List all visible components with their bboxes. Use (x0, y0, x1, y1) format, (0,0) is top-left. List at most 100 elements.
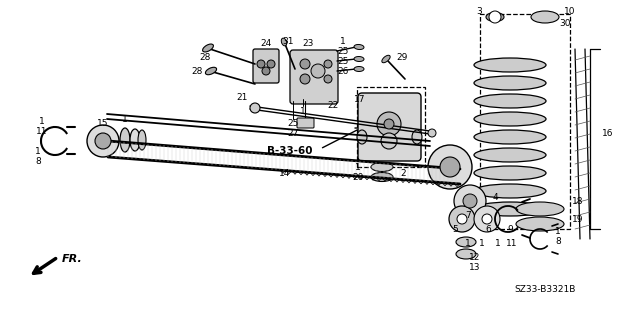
Text: FR.: FR. (62, 254, 83, 264)
Text: 8: 8 (35, 157, 41, 166)
Ellipse shape (412, 130, 422, 144)
Circle shape (457, 214, 467, 224)
Ellipse shape (130, 129, 140, 151)
Circle shape (250, 103, 260, 113)
Text: 3: 3 (476, 6, 482, 16)
Text: 11: 11 (36, 127, 48, 136)
FancyBboxPatch shape (297, 118, 314, 128)
Text: 4: 4 (492, 192, 498, 202)
Text: 1: 1 (340, 36, 346, 46)
Ellipse shape (474, 184, 546, 198)
Ellipse shape (205, 67, 216, 75)
Text: B-33-60: B-33-60 (268, 146, 313, 156)
Circle shape (377, 112, 401, 136)
Ellipse shape (474, 112, 546, 126)
Ellipse shape (531, 11, 559, 23)
Ellipse shape (474, 148, 546, 162)
Circle shape (311, 64, 325, 78)
Ellipse shape (354, 56, 364, 62)
Text: 28: 28 (191, 66, 203, 76)
Circle shape (463, 194, 477, 208)
Text: 1: 1 (355, 162, 361, 172)
Text: 28: 28 (199, 53, 211, 62)
Circle shape (381, 133, 397, 149)
Text: 17: 17 (355, 94, 365, 103)
Circle shape (474, 206, 500, 232)
Ellipse shape (486, 12, 504, 21)
Text: 25: 25 (337, 56, 349, 65)
Bar (480, 14, 570, 229)
Ellipse shape (357, 130, 367, 144)
Ellipse shape (474, 58, 546, 72)
Circle shape (324, 75, 332, 83)
Text: 7: 7 (465, 211, 471, 219)
Ellipse shape (474, 202, 546, 216)
Text: 1: 1 (39, 117, 45, 127)
Text: 20: 20 (352, 173, 364, 182)
Circle shape (440, 157, 460, 177)
FancyBboxPatch shape (253, 49, 279, 83)
Text: 1: 1 (122, 115, 128, 123)
Circle shape (257, 60, 265, 68)
Text: 1: 1 (495, 239, 501, 248)
Ellipse shape (474, 166, 546, 180)
Text: 19: 19 (572, 214, 584, 224)
Text: 31: 31 (282, 36, 294, 46)
Text: 10: 10 (564, 6, 576, 16)
Ellipse shape (456, 237, 476, 247)
Ellipse shape (382, 55, 390, 63)
Text: 26: 26 (337, 66, 349, 76)
Text: 21: 21 (236, 93, 248, 101)
FancyBboxPatch shape (358, 93, 421, 161)
Circle shape (454, 185, 486, 217)
Circle shape (300, 59, 310, 69)
Circle shape (428, 129, 436, 137)
Ellipse shape (354, 44, 364, 49)
Circle shape (482, 214, 492, 224)
Text: 16: 16 (602, 130, 614, 138)
Text: 9: 9 (507, 225, 513, 234)
Bar (357, 87, 425, 167)
Text: 27: 27 (287, 129, 299, 137)
Ellipse shape (456, 249, 476, 259)
Ellipse shape (474, 76, 546, 90)
Ellipse shape (138, 130, 146, 150)
Text: 24: 24 (260, 40, 271, 48)
Circle shape (384, 119, 394, 129)
Ellipse shape (474, 94, 546, 108)
Ellipse shape (516, 202, 564, 216)
Text: 1: 1 (35, 146, 41, 155)
Text: 22: 22 (328, 101, 339, 110)
Text: 15: 15 (97, 118, 109, 128)
Circle shape (324, 60, 332, 68)
Text: 11: 11 (506, 239, 518, 248)
Ellipse shape (516, 217, 564, 231)
Text: 1: 1 (555, 226, 561, 235)
Circle shape (300, 74, 310, 84)
Circle shape (449, 206, 475, 232)
Text: 18: 18 (572, 197, 584, 205)
Text: 12: 12 (469, 253, 481, 262)
Text: 29: 29 (396, 53, 408, 62)
Text: 2: 2 (400, 169, 406, 179)
Text: 13: 13 (469, 263, 481, 271)
Text: 8: 8 (555, 236, 561, 246)
Text: 23: 23 (302, 40, 314, 48)
Text: 30: 30 (559, 19, 571, 28)
FancyBboxPatch shape (290, 50, 338, 104)
Circle shape (262, 67, 270, 75)
Circle shape (95, 133, 111, 149)
Circle shape (428, 145, 472, 189)
Ellipse shape (282, 38, 287, 46)
Ellipse shape (354, 66, 364, 71)
Text: 1: 1 (465, 240, 471, 249)
Text: 1: 1 (479, 240, 485, 249)
Text: 5: 5 (452, 225, 458, 234)
Text: 25: 25 (337, 47, 349, 56)
Ellipse shape (203, 44, 213, 52)
Ellipse shape (120, 128, 130, 152)
Ellipse shape (474, 130, 546, 144)
Ellipse shape (371, 173, 393, 182)
Text: SZ33-B3321B: SZ33-B3321B (515, 285, 576, 293)
Ellipse shape (371, 162, 393, 172)
